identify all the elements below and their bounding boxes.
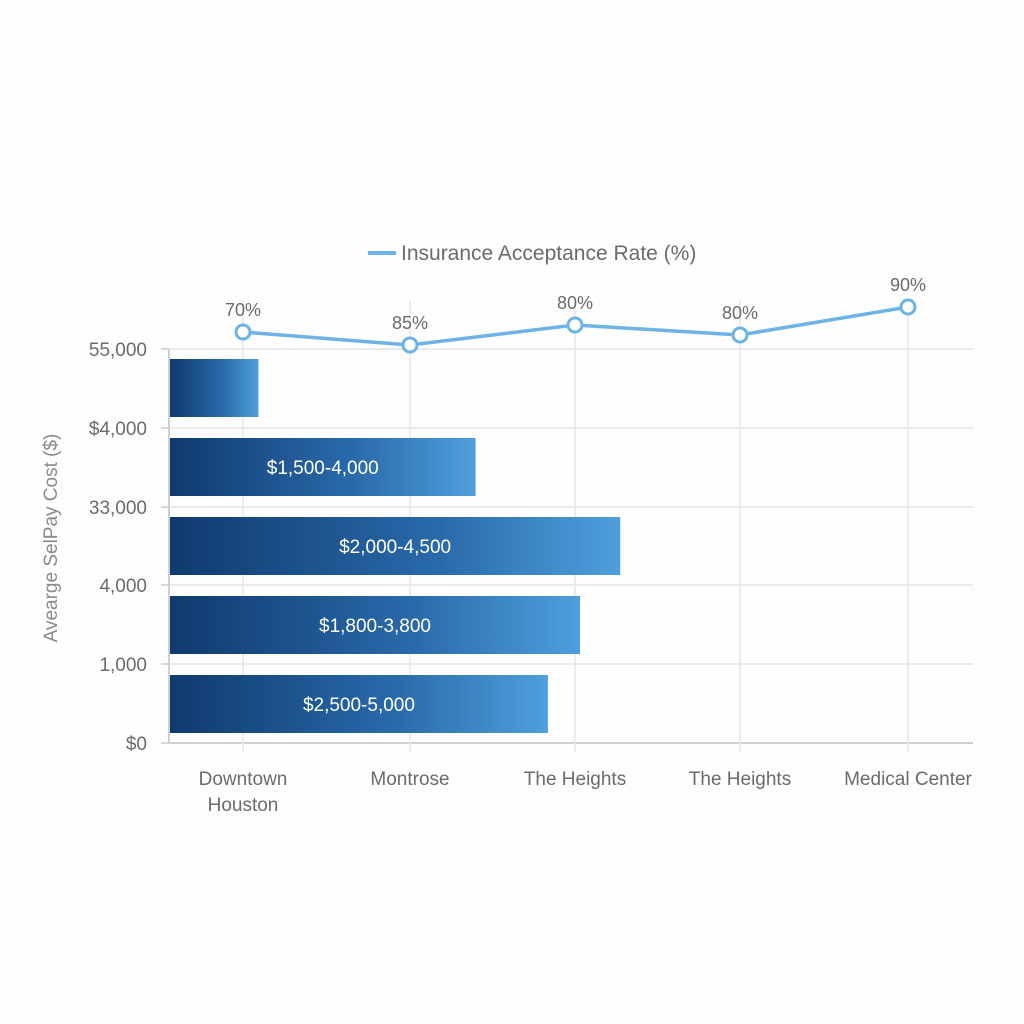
line-point [731,326,749,344]
y-tick-label: 1,000 [99,655,147,676]
line-point [234,323,252,341]
y-tick-label: $4,000 [89,419,147,440]
line-data-label: 70% [225,300,261,320]
x-tick-label: The Heights [524,769,626,790]
bar [170,596,581,654]
line-data-label: 90% [890,275,926,295]
line-point [566,316,584,334]
y-tick-label: 33,000 [89,498,147,519]
x-tick-label: Montrose [370,769,449,790]
bar [170,359,259,417]
bar [170,517,621,575]
bar-data-label: $2,000-4,500 [339,537,451,558]
y-tick-label: 4,000 [99,576,147,597]
y-axis-title: Avearge SelPay Cost ($) [41,434,62,643]
line-data-label: 80% [557,293,593,313]
bar [170,438,476,496]
x-tick-label: Medical Center [844,769,972,790]
line-point [401,336,419,354]
line-data-label: 80% [722,303,758,323]
bar [170,675,548,733]
bar-data-label: $2,500-5,000 [303,695,415,716]
x-tick-label: Downtown Houston [199,769,288,816]
bar-data-label: $1,500-4,000 [267,458,379,479]
line-point [899,298,917,316]
x-tick-label: The Heights [689,769,791,790]
y-tick-label: $0 [126,734,147,755]
legend: Insurance Acceptance Rate (%) [368,242,696,265]
line-data-label: 85% [392,313,428,333]
bar-data-label: $1,800-3,800 [319,616,431,637]
legend-label: Insurance Acceptance Rate (%) [401,242,696,265]
y-tick-label: 55,000 [89,340,147,361]
